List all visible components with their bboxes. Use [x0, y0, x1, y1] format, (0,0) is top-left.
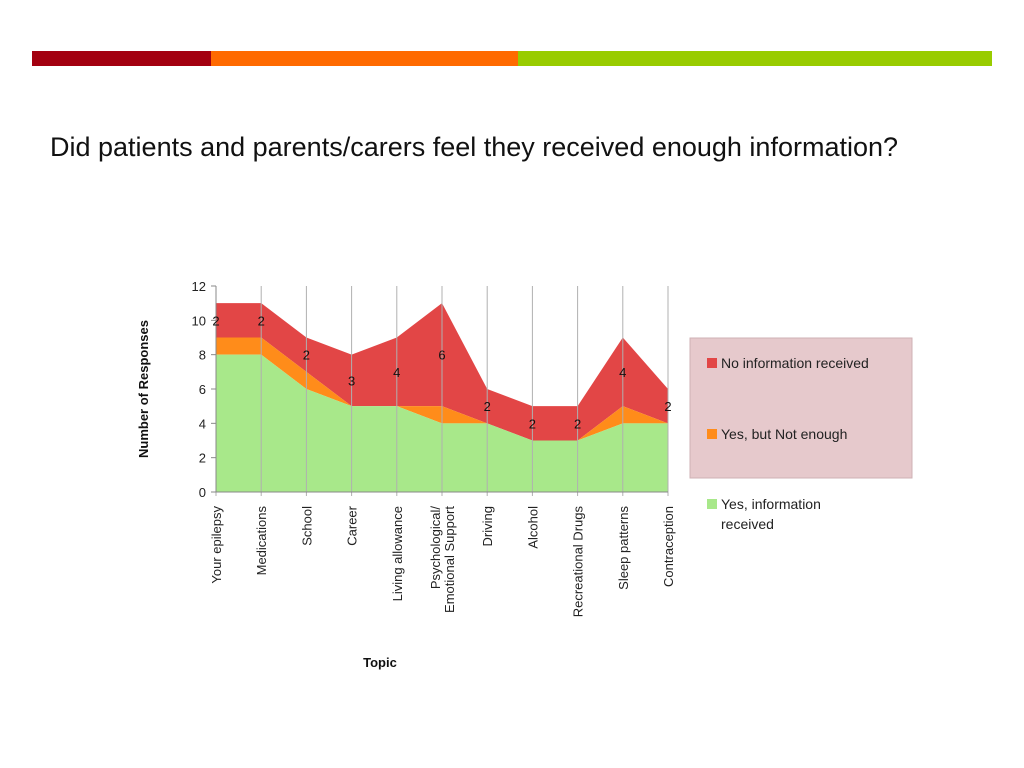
legend-box — [689, 337, 913, 479]
x-tick-label: Alcohol — [525, 506, 540, 549]
data-label: 2 — [303, 348, 310, 363]
legend-swatch — [707, 499, 717, 509]
decorative-color-bar — [32, 51, 992, 66]
data-label: 2 — [484, 399, 491, 414]
legend-label: Yes, information — [721, 496, 821, 512]
x-tick-label: Career — [345, 505, 360, 545]
data-label: 2 — [664, 399, 671, 414]
x-tick-label: Emotional Support — [442, 506, 457, 613]
x-tick-label: Psychological/ — [428, 506, 443, 589]
legend-label: Yes, but Not enough — [721, 426, 847, 442]
y-axis-title: Number of Responses — [136, 320, 151, 458]
legend-swatch — [707, 429, 717, 439]
color-bar-orange-segment — [211, 51, 518, 66]
data-label: 4 — [619, 365, 626, 380]
legend-swatch — [707, 358, 717, 368]
x-tick-label: Living allowance — [390, 506, 405, 601]
x-tick-label: Your epilepsy — [209, 506, 224, 584]
data-label: 6 — [438, 348, 445, 363]
x-tick-label: Driving — [480, 506, 495, 546]
x-tick-label: Sleep patterns — [616, 506, 631, 590]
color-bar-red-segment — [32, 51, 211, 66]
data-label: 3 — [348, 373, 355, 388]
color-bar-green-segment — [518, 51, 992, 66]
legend-label: received — [721, 516, 774, 532]
y-tick-label: 2 — [199, 451, 206, 466]
x-tick-label: School — [299, 506, 314, 546]
y-tick-label: 6 — [199, 382, 206, 397]
x-tick-label: Medications — [254, 506, 269, 576]
y-tick-label: 12 — [192, 279, 206, 294]
data-label: 2 — [258, 313, 265, 328]
y-tick-label: 8 — [199, 348, 206, 363]
data-label: 2 — [529, 416, 536, 431]
y-tick-label: 4 — [199, 416, 206, 431]
area-yes-information-received — [216, 354, 668, 492]
x-axis-title: Topic — [363, 655, 397, 670]
y-tick-label: 0 — [199, 485, 206, 500]
data-label: 2 — [574, 416, 581, 431]
slide-title: Did patients and parents/carers feel the… — [50, 132, 899, 162]
legend-label: No information received — [721, 355, 869, 371]
data-label: 4 — [393, 365, 400, 380]
y-tick-label: 10 — [192, 313, 206, 328]
data-label: 2 — [212, 313, 219, 328]
x-tick-label: Contraception — [661, 506, 676, 587]
x-tick-label: Recreational Drugs — [571, 506, 586, 618]
